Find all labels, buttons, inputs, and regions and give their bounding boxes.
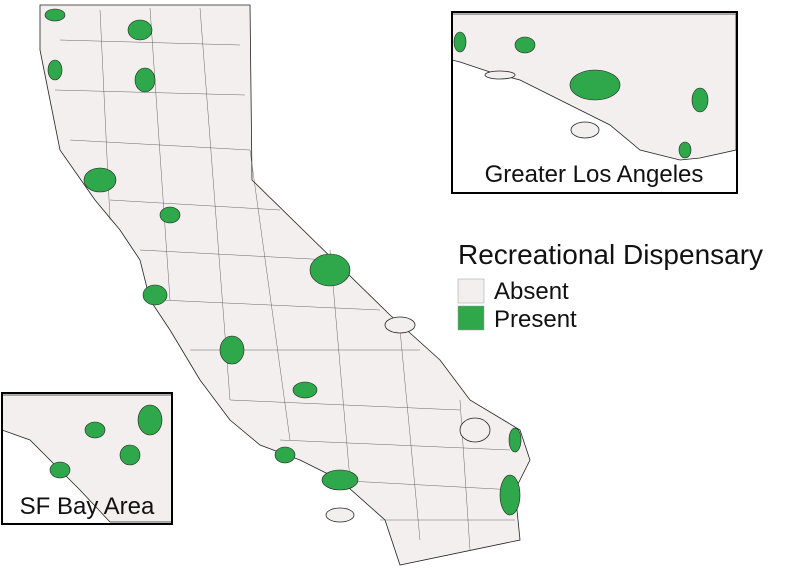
present-area	[84, 421, 106, 439]
present-area	[309, 253, 351, 287]
legend-label: Absent	[494, 278, 569, 305]
present-area	[219, 335, 245, 365]
present-areas	[44, 8, 522, 516]
legend-swatch	[457, 305, 485, 331]
present-area	[514, 36, 536, 54]
present-area	[83, 167, 117, 193]
legend-swatch	[457, 278, 485, 304]
present-area	[321, 469, 359, 491]
inset-frame	[1, 392, 173, 525]
present-area	[119, 444, 141, 466]
inset-frame	[451, 11, 738, 194]
present-area	[127, 19, 153, 41]
islands	[325, 316, 491, 523]
present-area	[292, 381, 318, 399]
island	[484, 70, 516, 80]
present-area	[274, 446, 296, 464]
present-area	[142, 284, 168, 306]
present-area	[453, 31, 467, 53]
present-area	[159, 206, 181, 224]
present-area	[47, 59, 63, 81]
internal-boundaries	[54, 7, 516, 551]
inset-label: SF Bay Area	[20, 493, 155, 520]
present-area	[137, 404, 163, 436]
island	[570, 121, 600, 139]
present-area	[691, 87, 709, 113]
present-area	[49, 461, 71, 479]
present-area	[499, 474, 521, 516]
inset-label: Greater Los Angeles	[485, 161, 704, 188]
present-area	[44, 8, 66, 22]
present-area	[508, 427, 522, 453]
legend-label: Present	[494, 306, 577, 333]
present-area	[134, 67, 156, 93]
present-area	[678, 141, 692, 159]
present-area	[569, 69, 621, 101]
legend-title: Recreational Dispensary	[458, 239, 763, 270]
